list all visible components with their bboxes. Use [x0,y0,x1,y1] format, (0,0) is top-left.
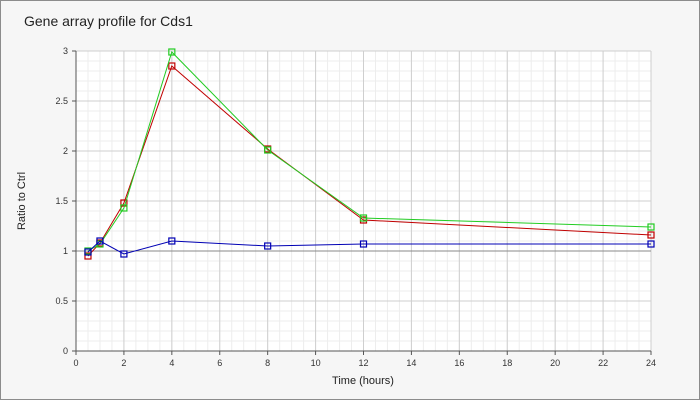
data-point-1 [647,231,655,239]
x-tick-label: 18 [502,358,512,368]
y-tick-label: 3 [63,46,68,56]
series-layer [84,48,655,260]
x-tick-label: 14 [406,358,416,368]
data-point-1 [120,199,128,207]
x-tick-label: 8 [265,358,270,368]
series-line-3 [87,240,651,255]
y-tick-label: 2.5 [55,96,68,106]
y-tick-label: 0 [63,346,68,356]
x-tick-label: 6 [217,358,222,368]
series-line-1 [87,65,652,257]
x-tick-label: 22 [598,358,608,368]
data-point-1 [84,252,92,260]
data-point-3 [120,250,128,258]
x-tick-label: 24 [646,358,656,368]
x-tick-label: 0 [73,358,78,368]
y-tick-label: 1 [63,246,68,256]
y-tick-label: 0.5 [55,296,68,306]
data-point-2 [264,146,272,154]
x-axis-label: Time (hours) [332,375,394,387]
data-point-2 [120,204,128,212]
data-point-2 [359,214,368,222]
data-point-3 [168,237,176,245]
data-point-1 [168,62,176,70]
data-point-3 [84,248,92,256]
data-point-2 [647,223,655,231]
x-tick-label: 2 [121,358,126,368]
data-point-2 [168,48,176,56]
x-tick-label: 4 [169,358,174,368]
x-tick-label: 12 [358,358,368,368]
data-point-3 [647,240,655,248]
data-point-3 [96,237,104,245]
x-tick-label: 10 [311,358,321,368]
data-point-3 [264,242,272,250]
y-tick-label: 2 [63,146,68,156]
y-tick-label: 1.5 [55,196,68,206]
x-tick-label: 16 [454,358,464,368]
y-axis-label: Ratio to Ctrl [16,172,28,230]
x-tick-label: 20 [550,358,560,368]
chart-title: Gene array profile for Cds1 [24,13,193,29]
data-point-3 [359,240,368,248]
axes [72,50,652,355]
